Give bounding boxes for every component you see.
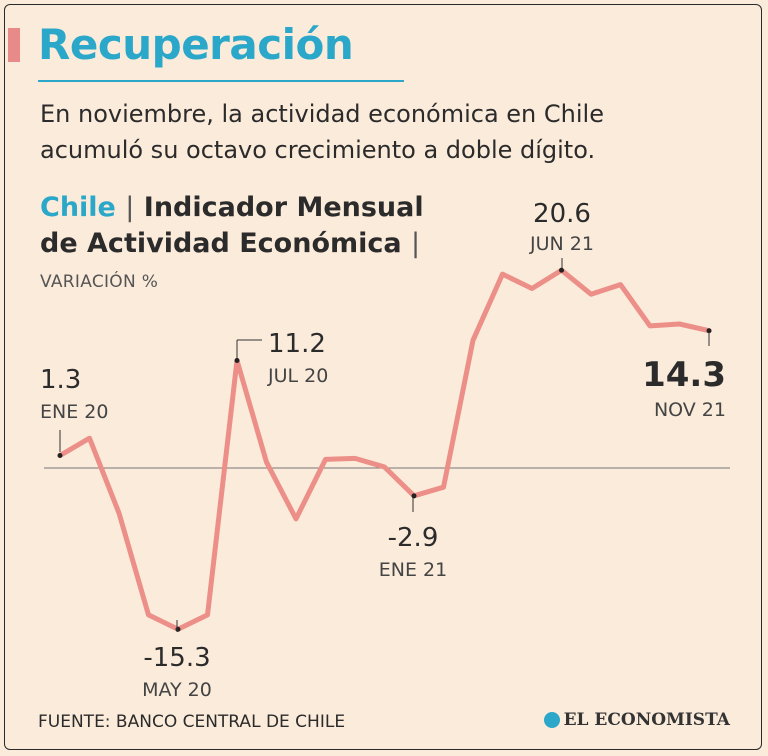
unit-label: VARIACIÓN % [40,272,159,292]
brand: EL ECONOMISTA [543,710,730,730]
annotation-label: JUN 21 [529,233,594,255]
data-point [443,486,444,488]
data-point [118,512,120,514]
annotation-label: ENE 21 [379,559,447,581]
annotation-marker [559,267,564,273]
heading-separator: | [125,192,135,223]
annotation-label: NOV 21 [654,399,726,421]
brand-logo-icon [543,712,560,728]
page-title: Recuperación [38,20,354,69]
annotation-value: -15.3 [143,643,210,673]
data-point [620,284,621,286]
annotation-marker [234,357,240,363]
data-point [531,287,533,289]
heading-text-2: de Actividad Económica [40,228,402,259]
accent-bar [8,28,20,62]
annotation-label: ENE 20 [40,401,108,423]
annotation-value: -2.9 [388,523,439,553]
title-underline [38,80,404,82]
source-note: FUENTE: BANCO CENTRAL DE CHILE [38,712,346,732]
data-point [472,339,474,341]
data-point [89,437,90,439]
data-point [148,614,149,616]
annotation-marker [57,453,63,459]
data-point [207,614,208,616]
data-point [649,325,651,327]
data-point [502,273,503,275]
chart-heading: Chile | Indicador Mensual de Actividad E… [40,190,460,262]
data-point [325,458,326,460]
heading-text-1: Indicador Mensual [143,192,424,223]
annotation-value: 1.3 [40,365,81,395]
annotation-marker [175,626,181,632]
annotation-marker [411,493,417,499]
subtitle: En noviembre, la actividad económica en … [40,100,604,164]
annotation-value: 20.6 [533,199,591,229]
data-point [679,323,680,325]
annotation-value: 14.3 [642,355,726,395]
data-point [384,466,385,468]
heading-country: Chile [40,192,116,223]
annotation-label: MAY 20 [142,679,212,701]
data-point [354,457,356,459]
annotation-value: 11.2 [268,329,326,359]
data-point [266,461,267,463]
heading-separator-end: | [411,228,421,259]
data-point [295,518,297,520]
infographic-frame [4,4,762,750]
annotation-label: JUL 20 [267,365,328,387]
brand-name: EL ECONOMISTA [563,710,730,730]
annotation-marker [706,328,712,334]
data-point [590,293,592,295]
